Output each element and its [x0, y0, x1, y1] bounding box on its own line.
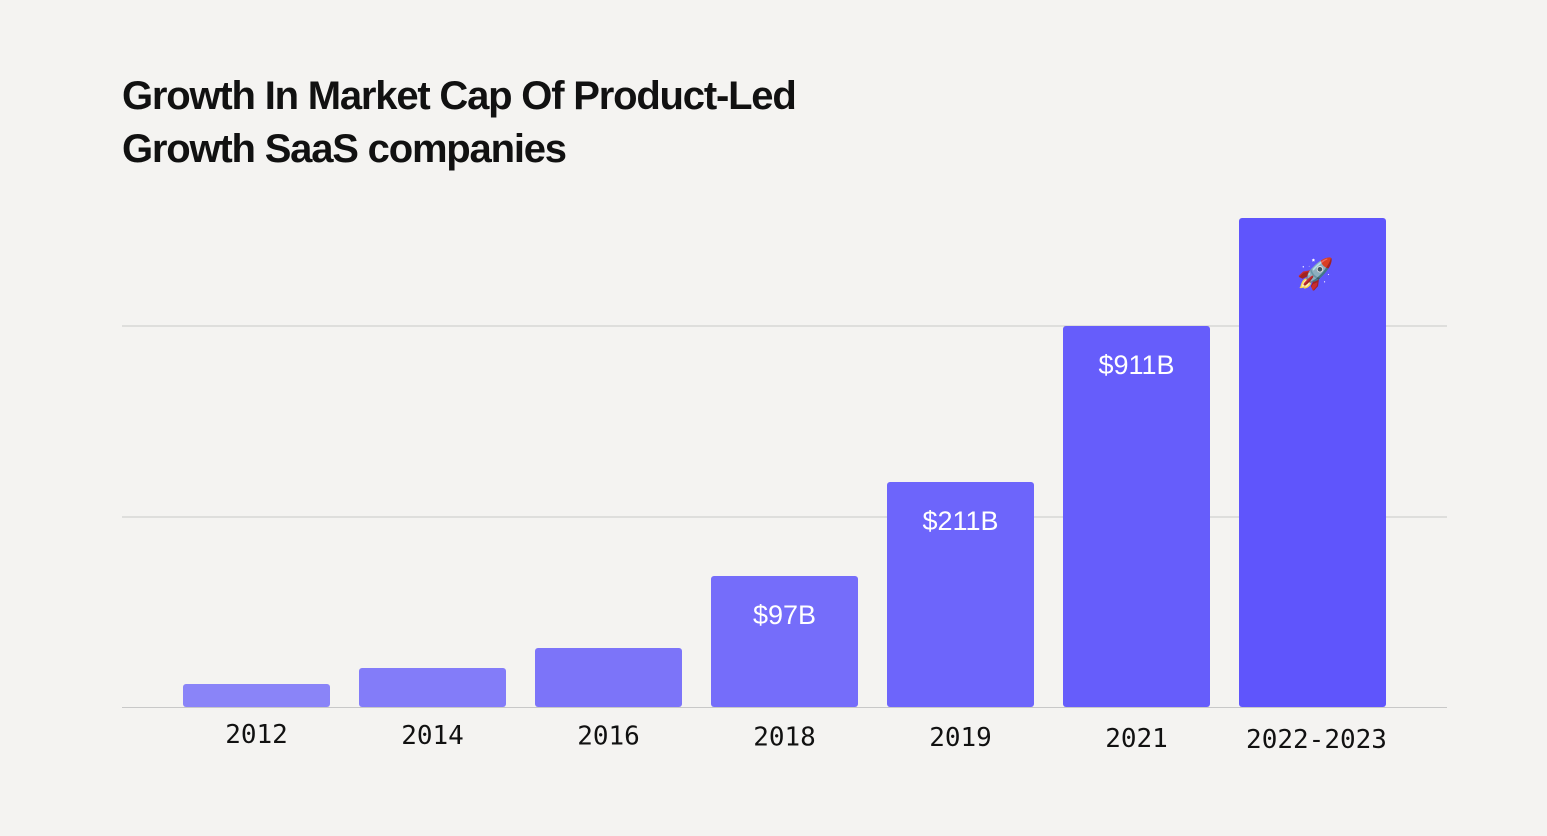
x-tick-label-2012: 2012: [225, 720, 288, 750]
bar-2012: [183, 684, 330, 707]
x-tick-label-2021: 2021: [1105, 724, 1168, 754]
data-label-2021: $911B: [1098, 350, 1174, 380]
chart-title-line-1: Growth In Market Cap Of Product-Led: [122, 74, 797, 118]
bar-2021: [1063, 326, 1210, 707]
x-tick-label-2019: 2019: [929, 723, 992, 753]
chart-title: Growth In Market Cap Of Product-Led Grow…: [122, 70, 882, 176]
bar-2018: [711, 576, 858, 707]
rocket-icon: 🚀: [1297, 256, 1334, 291]
bar-2019: [887, 482, 1034, 707]
bar-2014: [359, 668, 506, 707]
x-tick-label-2016: 2016: [577, 722, 640, 752]
data-label-2018: $97B: [753, 600, 816, 630]
x-tick-label-2014: 2014: [401, 721, 464, 751]
bar-2016: [535, 648, 682, 707]
bar-2022-2023: [1239, 218, 1386, 707]
chart-title-line-2: Growth SaaS companies: [122, 127, 567, 171]
data-label-2019: $211B: [922, 506, 998, 536]
x-tick-label-2022-2023: 2022-2023: [1246, 725, 1387, 755]
x-tick-label-2018: 2018: [753, 722, 816, 752]
